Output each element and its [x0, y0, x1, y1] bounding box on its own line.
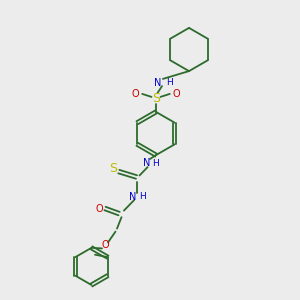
Text: O: O	[132, 89, 140, 99]
Text: H: H	[152, 159, 159, 168]
Text: H: H	[139, 192, 146, 201]
Text: O: O	[101, 240, 109, 250]
Text: S: S	[110, 162, 117, 175]
Text: O: O	[95, 203, 103, 214]
Text: N: N	[129, 191, 136, 202]
Text: H: H	[167, 78, 173, 87]
Text: N: N	[154, 77, 161, 88]
Text: O: O	[172, 89, 180, 99]
Text: N: N	[142, 158, 150, 169]
Text: S: S	[152, 92, 160, 105]
